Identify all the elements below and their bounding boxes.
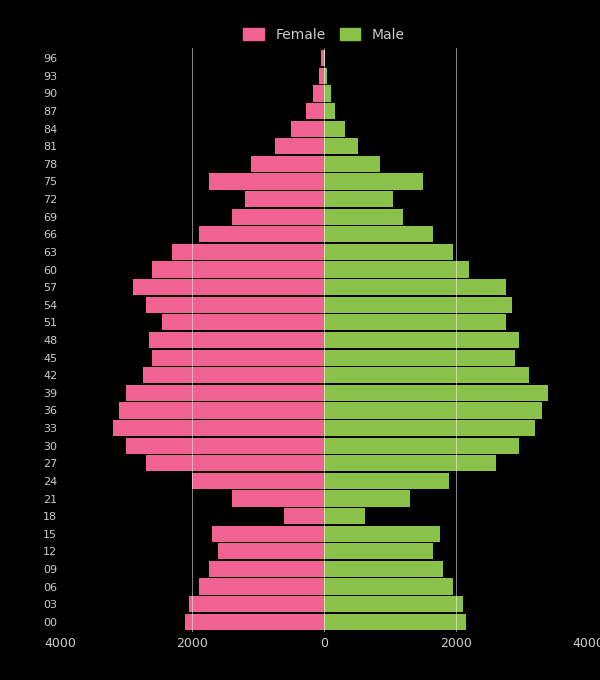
Bar — [126, 438, 324, 454]
Bar — [146, 296, 324, 313]
Bar — [322, 50, 324, 66]
Bar — [324, 244, 453, 260]
Bar — [324, 385, 548, 401]
Bar — [324, 103, 335, 119]
Bar — [218, 543, 324, 560]
Bar — [119, 403, 324, 419]
Bar — [324, 403, 542, 419]
Bar — [291, 120, 324, 137]
Bar — [324, 596, 463, 612]
Bar — [313, 85, 324, 101]
Bar — [232, 209, 324, 225]
Bar — [245, 191, 324, 207]
Bar — [324, 508, 365, 524]
Bar — [324, 120, 345, 137]
Bar — [324, 226, 433, 242]
Bar — [324, 68, 328, 84]
Bar — [324, 332, 519, 348]
Bar — [324, 209, 403, 225]
Bar — [212, 526, 324, 542]
Bar — [143, 367, 324, 384]
Bar — [209, 173, 324, 190]
Bar — [324, 50, 325, 66]
Bar — [126, 385, 324, 401]
Bar — [324, 543, 433, 560]
Bar — [152, 261, 324, 277]
Bar — [199, 226, 324, 242]
Bar — [209, 561, 324, 577]
Bar — [324, 279, 505, 295]
Bar — [324, 296, 512, 313]
Bar — [324, 191, 394, 207]
Bar — [172, 244, 324, 260]
Bar — [324, 173, 423, 190]
Bar — [152, 350, 324, 366]
Bar — [324, 314, 505, 330]
Bar — [324, 490, 410, 507]
Bar — [305, 103, 324, 119]
Bar — [324, 438, 519, 454]
Bar — [324, 261, 469, 277]
Bar — [113, 420, 324, 436]
Bar — [185, 614, 324, 630]
Bar — [146, 455, 324, 471]
Bar — [324, 561, 443, 577]
Bar — [319, 68, 324, 84]
Bar — [324, 455, 496, 471]
Bar — [275, 138, 324, 154]
Bar — [324, 614, 466, 630]
Bar — [232, 490, 324, 507]
Bar — [324, 420, 535, 436]
Bar — [149, 332, 324, 348]
Bar — [199, 579, 324, 595]
Bar — [324, 138, 358, 154]
Legend: Female, Male: Female, Male — [238, 22, 410, 48]
Bar — [324, 473, 449, 489]
Bar — [324, 350, 515, 366]
Bar — [284, 508, 324, 524]
Bar — [324, 156, 380, 172]
Bar — [324, 579, 453, 595]
Bar — [192, 473, 324, 489]
Bar — [324, 85, 331, 101]
Bar — [324, 367, 529, 384]
Bar — [162, 314, 324, 330]
Bar — [188, 596, 324, 612]
Bar — [251, 156, 324, 172]
Bar — [133, 279, 324, 295]
Bar — [324, 526, 439, 542]
